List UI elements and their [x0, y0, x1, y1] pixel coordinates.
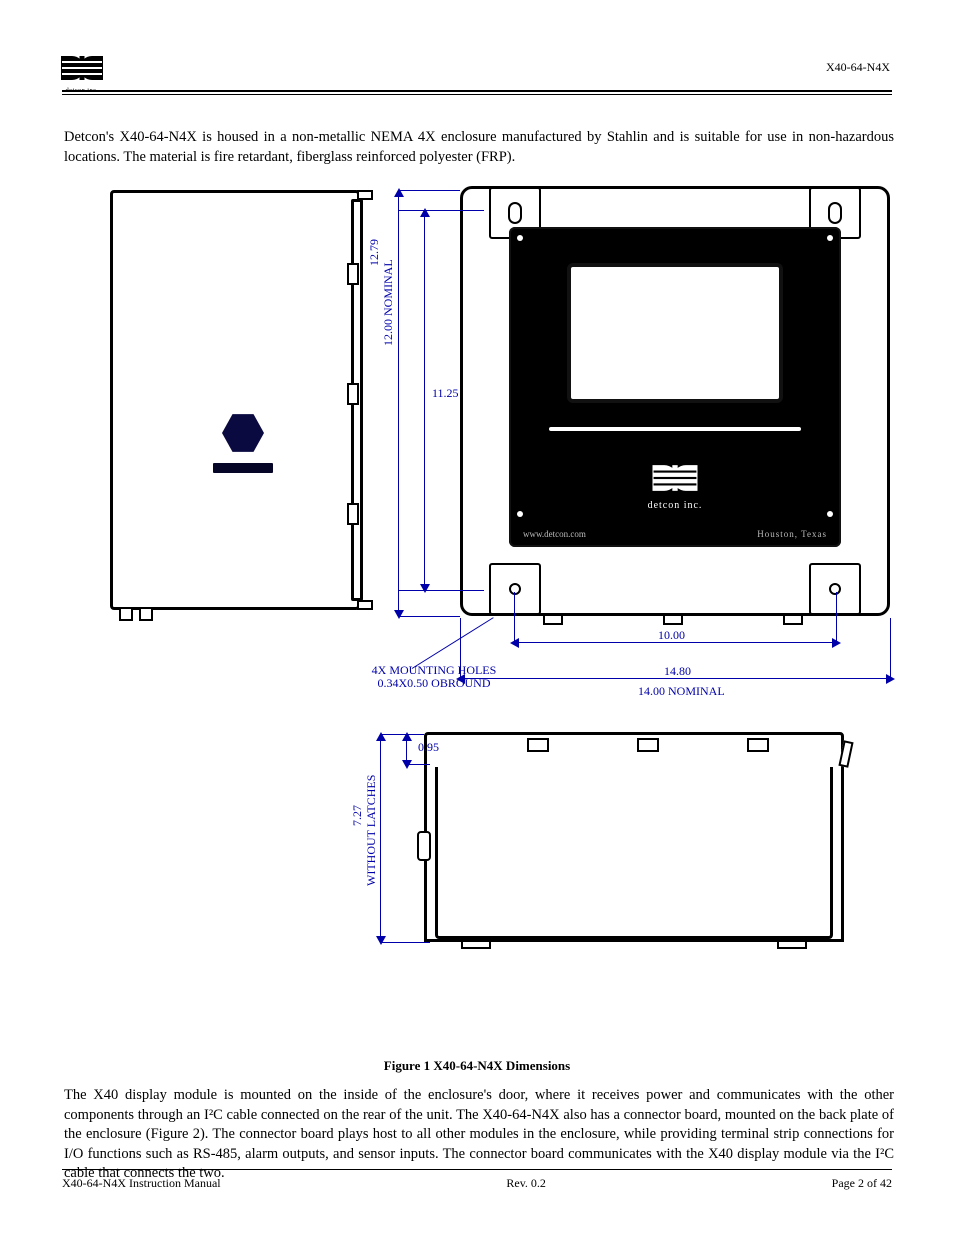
- dim-height-outer-l2: 12.00 NOMINAL: [381, 259, 396, 346]
- product-label: X40-64-N4X: [826, 60, 890, 75]
- figure-area: detcon inc. www.detcon.com Houston, Texa…: [62, 186, 892, 1036]
- page-footer: X40-64-N4X Instruction Manual Rev. 0.2 P…: [62, 1169, 892, 1191]
- side-view-enclosure: [110, 190, 360, 610]
- callout-leader: [412, 617, 494, 669]
- dim-height-inner: 11.25: [432, 386, 459, 401]
- detcon-logo-icon: [60, 54, 104, 82]
- dim-line-depth: [380, 734, 381, 942]
- intro-paragraph: Detcon's X40-64-N4X is housed in a non-m…: [64, 128, 894, 167]
- footer-left: X40-64-N4X Instruction Manual: [62, 1176, 221, 1191]
- dim-depth-l2: WITHOUT LATCHES: [364, 775, 379, 886]
- display-url: www.detcon.com: [523, 529, 586, 539]
- figure-caption: Figure 1 X40-64-N4X Dimensions: [0, 1058, 954, 1074]
- display-window: [567, 263, 783, 403]
- dim-line-height-outer: [398, 190, 399, 616]
- display-module-face: detcon inc. www.detcon.com Houston, Texa…: [509, 227, 841, 547]
- dim-height-outer-l1: 12.79: [367, 239, 382, 266]
- display-brand-label: detcon inc.: [509, 500, 841, 511]
- header-rule: [62, 90, 892, 92]
- footer-center: Rev. 0.2: [506, 1176, 546, 1191]
- company-logo: detcon inc.: [60, 54, 104, 94]
- callout-mounting-holes: 4X MOUNTING HOLES 0.34X0.50 OBROUND: [364, 664, 504, 690]
- display-city: Houston, Texas: [757, 529, 827, 539]
- dim-depth-l1: 7.27: [350, 805, 365, 826]
- mount-hole: [489, 563, 541, 615]
- dim-width-inner: 10.00: [658, 628, 685, 643]
- dim-width-outer-l2: 14.00 NOMINAL: [638, 684, 725, 699]
- front-view-enclosure: detcon inc. www.detcon.com Houston, Texa…: [460, 186, 890, 616]
- mount-hole: [809, 563, 861, 615]
- breather-nut-icon: [222, 412, 264, 454]
- detcon-logo-icon: [651, 463, 699, 493]
- dim-depth-flange: 0.95: [418, 740, 439, 755]
- dim-line-height-inner: [424, 210, 425, 590]
- dim-width-outer-l1: 14.80: [664, 664, 691, 679]
- bottom-view-enclosure: [424, 732, 844, 942]
- footer-right: Page 2 of 42: [832, 1176, 892, 1191]
- callout-line2: 0.34X0.50 OBROUND: [364, 677, 504, 690]
- display-brand: detcon inc.: [509, 463, 841, 511]
